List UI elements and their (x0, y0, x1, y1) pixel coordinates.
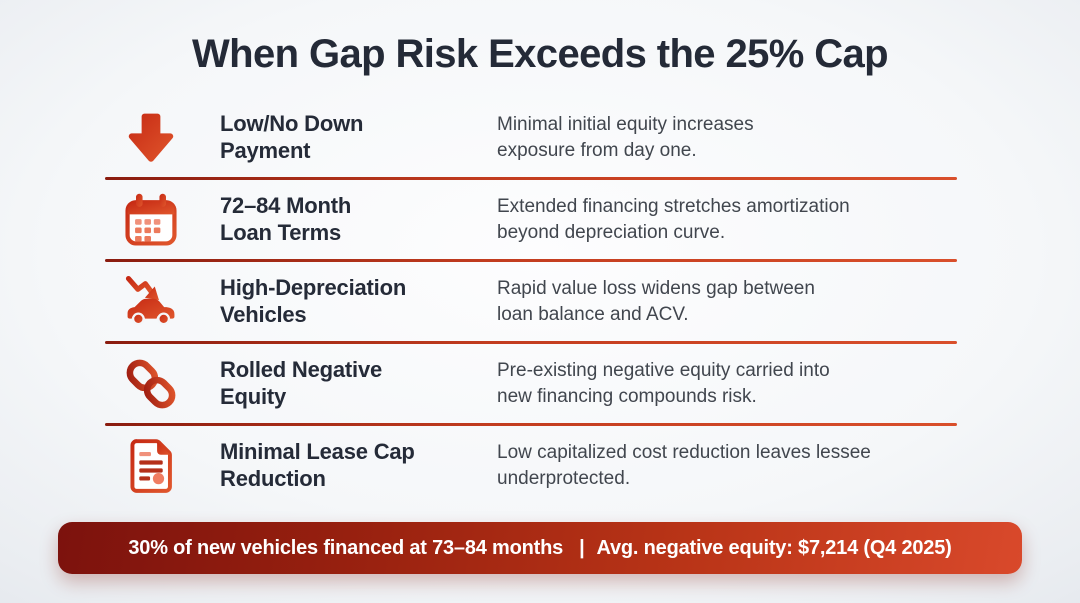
divider (105, 177, 957, 180)
down-arrow-icon (105, 108, 220, 168)
risk-factor-description: Minimal initial equity increases exposur… (497, 113, 754, 161)
list-item-loan-terms: 72–84 Month Loan Terms Extended financin… (105, 180, 957, 259)
depreciating-car-icon (105, 272, 220, 332)
risk-factor-description: Extended financing stretches amortizatio… (497, 195, 850, 243)
list-item-rolled-negative-equity: Rolled Negative Equity Pre-existing nega… (105, 344, 957, 423)
risk-factor-title: High-Depreciation Vehicles (220, 275, 407, 327)
document-lease-icon (105, 436, 220, 496)
footer-stats-banner: 30% of new vehicles financed at 73–84 mo… (58, 522, 1022, 574)
risk-factor-description: Pre-existing negative equity carried int… (497, 359, 830, 407)
chain-link-icon (105, 354, 220, 414)
risk-factor-description: Low capitalized cost reduction leaves le… (497, 441, 871, 489)
list-item-low-down-payment: Low/No Down Payment Minimal initial equi… (105, 98, 957, 177)
risk-factor-title: Low/No Down Payment (220, 111, 364, 163)
risk-factor-title: Minimal Lease Cap Reduction (220, 439, 415, 491)
risk-factor-title: Rolled Negative Equity (220, 357, 383, 409)
stat-separator: | (579, 536, 585, 559)
calendar-icon (105, 190, 220, 250)
list-item-lease-cap-reduction: Minimal Lease Cap Reduction Low capitali… (105, 426, 957, 505)
stat-financing-share: 30% of new vehicles financed at 73–84 mo… (128, 536, 564, 559)
list-item-high-depreciation: High-Depreciation Vehicles Rapid value l… (105, 262, 957, 341)
risk-factor-title: 72–84 Month Loan Terms (220, 193, 352, 245)
divider (105, 259, 957, 262)
risk-factor-list: Low/No Down Payment Minimal initial equi… (105, 98, 957, 505)
stat-avg-negative-equity: Avg. negative equity: $7,214 (Q4 2025) (596, 536, 952, 559)
divider (105, 423, 957, 426)
page-title: When Gap Risk Exceeds the 25% Cap (191, 32, 889, 76)
risk-factor-description: Rapid value loss widens gap between loan… (497, 277, 815, 325)
divider (105, 341, 957, 344)
